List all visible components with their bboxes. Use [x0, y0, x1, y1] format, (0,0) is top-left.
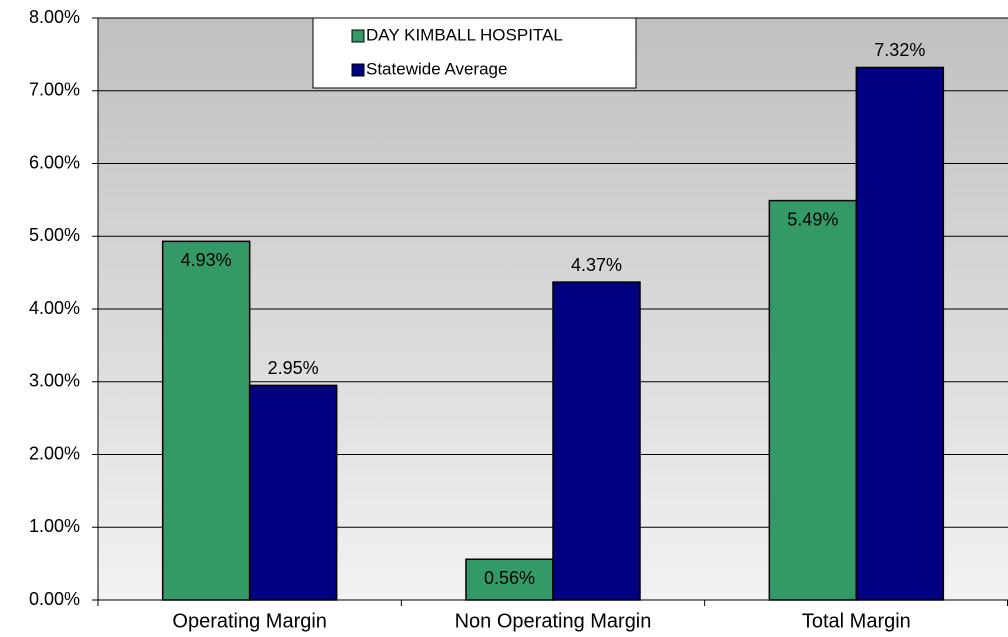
y-tick-label: 4.00% — [29, 298, 80, 318]
y-tick-label: 1.00% — [29, 516, 80, 536]
legend-swatch — [351, 63, 365, 77]
data-label: 7.32% — [874, 40, 925, 60]
legend-swatch — [351, 29, 365, 43]
data-label: 4.93% — [181, 250, 232, 270]
legend-label: DAY KIMBALL HOSPITAL — [366, 25, 563, 44]
data-label: 2.95% — [268, 358, 319, 378]
bar — [161, 240, 251, 601]
y-tick-label: 5.00% — [29, 225, 80, 245]
bar — [248, 384, 338, 601]
bar — [552, 281, 641, 601]
y-tick-label: 2.00% — [29, 443, 80, 463]
x-tick-label: Non Operating Margin — [455, 610, 652, 632]
x-tick-label: Operating Margin — [172, 610, 327, 632]
x-tick-label: Total Margin — [802, 610, 911, 632]
y-tick-label: 8.00% — [29, 7, 80, 27]
y-tick-label: 7.00% — [29, 80, 80, 100]
data-label: 4.37% — [571, 255, 622, 275]
y-tick-label: 0.00% — [29, 589, 80, 609]
y-tick-label: 3.00% — [29, 371, 80, 391]
y-tick-label: 6.00% — [29, 152, 80, 172]
bar — [465, 558, 554, 601]
legend-label: Statewide Average — [366, 59, 507, 78]
bar — [855, 66, 945, 601]
legend-box — [312, 17, 637, 89]
data-label: 0.56% — [484, 568, 535, 588]
bar — [768, 199, 858, 601]
data-label: 5.49% — [787, 209, 838, 229]
